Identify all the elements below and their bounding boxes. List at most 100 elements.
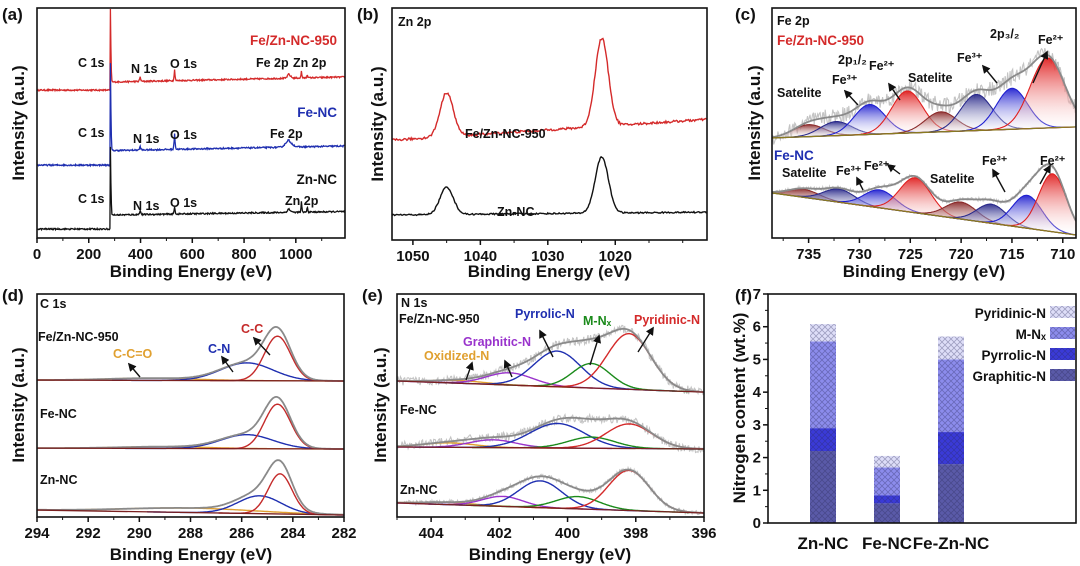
- arrow: [888, 82, 901, 101]
- y-tick-label: 6: [753, 319, 761, 336]
- x-tick-label: 1040: [464, 248, 497, 265]
- x-tick-label: 1000: [279, 246, 312, 263]
- peak-label: Fe 2p: [270, 127, 303, 141]
- plot-area: [37, 325, 344, 516]
- y-tick-label: 0: [753, 515, 761, 532]
- x-tick-label: 398: [623, 525, 648, 542]
- arrow: [637, 326, 654, 353]
- peak-label: Fe³⁺: [982, 154, 1008, 168]
- sample-label: Fe/Zn-NC-950: [250, 33, 337, 48]
- ylabel-d: Intensity (a.u.): [9, 347, 28, 462]
- panel-f: Zn-NC Fe-NC Fe-Zn-NC Pyridinic-N M-Nₓ Pyrroli…: [753, 286, 1077, 553]
- plots-layer: 0 200 400 600 800 1000 1050 1040 1030 1020 735 730 7…: [24, 7, 1077, 553]
- x-tick-label: 0: [33, 246, 41, 263]
- arrow: [589, 334, 602, 366]
- peak-label: N 1s: [133, 132, 159, 146]
- bar-hatch: [938, 359, 964, 433]
- series-zn-nc: [397, 465, 704, 516]
- series-fe-nc: [772, 162, 1076, 236]
- peak-label: Satelite: [908, 71, 953, 85]
- peak-label: Fe²⁺: [869, 59, 895, 73]
- panel-label-e: (e): [362, 286, 383, 305]
- panel-label-c: (c): [735, 5, 756, 24]
- arrow: [465, 361, 474, 381]
- spectrum-line: [392, 155, 707, 217]
- peak-label: C 1s: [78, 192, 104, 206]
- sample-label: Zn-NC: [497, 205, 535, 219]
- panel-label-b: (b): [357, 5, 379, 24]
- axes-frame: [36, 293, 345, 518]
- x-tick-label: Fe-NC: [862, 534, 912, 553]
- annotations-b: Zn 2p Fe/Zn-NC-950 Zn-NC: [398, 15, 546, 219]
- fit-envelope: [397, 327, 704, 393]
- component-label: C-N: [208, 342, 230, 356]
- sample-label: Zn-NC: [297, 172, 338, 187]
- axes-frame: [396, 293, 705, 518]
- x-tick-label: 286: [229, 525, 254, 542]
- ylabel-f: Nitrogen content (wt.%): [730, 313, 749, 504]
- x-tick-label: 710: [1050, 246, 1075, 263]
- panel-label-d: (d): [2, 286, 24, 305]
- sample-label: Fe-NC: [774, 148, 814, 163]
- x-tick-label: 730: [847, 246, 872, 263]
- x-tick-label: 288: [178, 525, 203, 542]
- peak-label: Fe²⁺: [1038, 33, 1064, 47]
- component-label: C-C=O: [113, 347, 153, 361]
- y-tick-label: 7: [753, 286, 761, 303]
- panel-title: N 1s: [401, 296, 427, 310]
- fit-envelope: [397, 468, 704, 514]
- xlabel-c: Binding Energy (eV): [843, 262, 1005, 281]
- ylabel-a: Intensity (a.u.): [9, 65, 28, 180]
- x-tick-label: 400: [128, 246, 153, 263]
- bar-hatch: [938, 464, 964, 523]
- fit-baseline: [397, 380, 704, 393]
- peak-label: 2p₃/₂: [990, 27, 1019, 41]
- panel-label-a: (a): [2, 5, 23, 24]
- arrow: [252, 336, 271, 356]
- legend-swatch-hatch: [1050, 369, 1075, 381]
- bar-hatch: [810, 451, 836, 523]
- series-zn-nc: [392, 155, 707, 217]
- y-tick-label: 3: [753, 417, 761, 434]
- x-tick-label: 290: [127, 525, 152, 542]
- peak-label: O 1s: [170, 196, 197, 210]
- x-tick-label: 800: [232, 246, 257, 263]
- peak-label: O 1s: [170, 128, 197, 142]
- legend-label: Graphitic-N: [972, 369, 1046, 384]
- component-label: C-C: [241, 322, 263, 336]
- peak-label: Satelite: [777, 86, 822, 100]
- peak-label: C 1s: [78, 126, 104, 140]
- sample-label: Fe/Zn-NC-950: [38, 330, 119, 344]
- arrow: [221, 355, 234, 373]
- fit-envelope: [772, 53, 1076, 139]
- bar-hatch: [874, 455, 900, 468]
- arrow: [843, 89, 859, 106]
- bar-hatch: [874, 503, 900, 523]
- peak-label: Zn 2p: [293, 56, 327, 70]
- xlabel-b: Binding Energy (eV): [468, 262, 630, 281]
- fit-envelope: [37, 396, 344, 450]
- peak-label: Fe²⁺: [864, 159, 890, 173]
- arrow: [856, 176, 864, 191]
- x-tick-label: 715: [999, 246, 1024, 263]
- y-tick-label: 2: [753, 450, 761, 467]
- peak-label: Fe³⁺: [957, 51, 983, 65]
- y-tick-label: 5: [753, 351, 761, 368]
- component-m-n-: [466, 495, 690, 514]
- ylabel-e: Intensity (a.u.): [371, 347, 390, 462]
- bar-hatch: [874, 495, 900, 504]
- x-tick-label: 600: [180, 246, 205, 263]
- legend-swatch-hatch: [1050, 327, 1075, 339]
- component-label: Graphitic-N: [463, 335, 531, 349]
- plot-area: [810, 324, 964, 523]
- x-tick-label: 720: [949, 246, 974, 263]
- series-zn-nc: [37, 146, 345, 232]
- fit-envelope: [772, 163, 1076, 222]
- x-tick-label: 200: [76, 246, 101, 263]
- x-tick-label: 404: [419, 525, 445, 542]
- peak-label: 2p₁/₂: [838, 53, 867, 67]
- x-tick-label: 400: [555, 525, 580, 542]
- component-c-c: [218, 473, 342, 516]
- sample-label: Fe/Zn-NC-950: [399, 312, 480, 326]
- x-tick-label: 284: [280, 525, 306, 542]
